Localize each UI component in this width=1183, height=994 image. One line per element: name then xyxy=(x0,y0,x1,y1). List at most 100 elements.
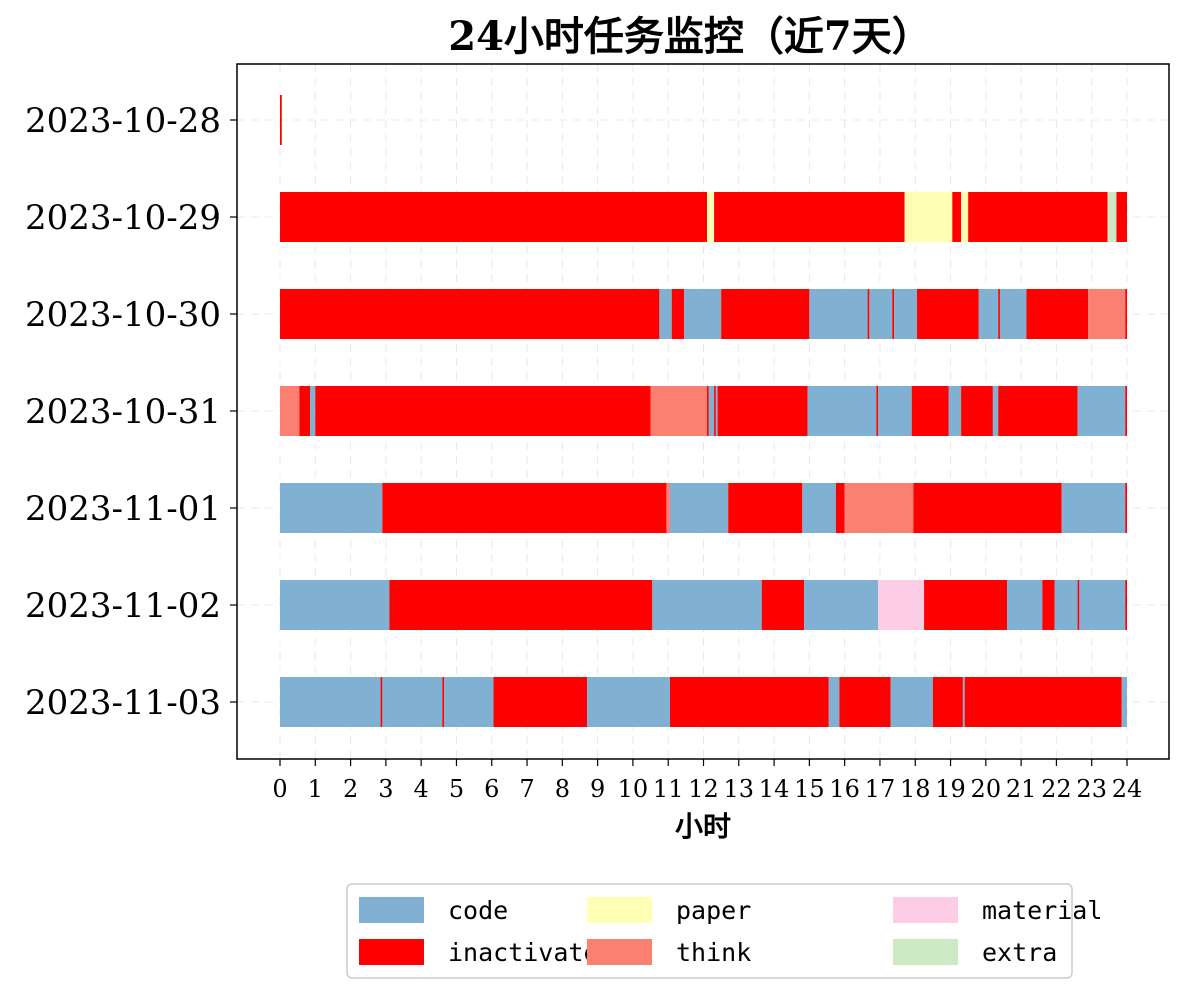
bar-segment-think xyxy=(650,386,708,436)
bar-segment-code xyxy=(802,483,836,533)
y-tick-label: 2023-10-29 xyxy=(25,198,221,238)
bar-segment-code xyxy=(992,386,999,436)
x-tick-label: 16 xyxy=(829,775,860,803)
legend-label-extra: extra xyxy=(982,938,1057,967)
bar-segment-inactivate xyxy=(932,677,963,727)
bar-segment-inactivate xyxy=(1026,289,1089,339)
x-axis-label: 小时 xyxy=(675,810,731,843)
bar-segment-inactivate xyxy=(892,289,895,339)
bar-segment-code xyxy=(878,386,912,436)
bar-segment-inactivate xyxy=(714,192,905,242)
bar-segment-code xyxy=(809,289,868,339)
x-tick-label: 5 xyxy=(449,775,464,803)
bar-segment-code xyxy=(280,483,383,533)
bar-segment-inactivate xyxy=(1125,483,1127,533)
legend-frame xyxy=(346,883,1073,979)
bar-segment-inactivate xyxy=(714,386,716,436)
bar-segment-code xyxy=(1054,580,1078,630)
bar-segment-inactivate xyxy=(1116,192,1127,242)
bar-segment-inactivate xyxy=(968,192,1108,242)
bar-segment-inactivate xyxy=(728,483,803,533)
y-tick-label: 2023-11-02 xyxy=(25,586,221,626)
bar-segment-think xyxy=(844,483,914,533)
bar-segment-code xyxy=(708,386,715,436)
legend-swatch-extra xyxy=(893,939,958,965)
x-tick-label: 24 xyxy=(1112,775,1143,803)
bar-segment-inactivate xyxy=(280,192,708,242)
y-axis: 2023-10-28 2023-10-29 2023-10-30 2023-10-31… xyxy=(25,101,237,723)
bar-segment-code xyxy=(1079,580,1126,630)
bar-segment-code xyxy=(999,289,1027,339)
bar-segment-code xyxy=(309,386,316,436)
bar-segment-paper xyxy=(961,192,969,242)
bar-segment-code xyxy=(962,677,965,727)
bar-segment-inactivate xyxy=(1042,580,1055,630)
bar-segment-code xyxy=(444,677,494,727)
bar-segment-inactivate xyxy=(493,677,588,727)
x-tick-label: 1 xyxy=(308,775,323,803)
bar-segment-inactivate xyxy=(998,289,1000,339)
bar-segment-code xyxy=(587,677,670,727)
legend-swatch-think xyxy=(587,939,652,965)
bar-segment-inactivate xyxy=(1077,580,1080,630)
legend-label-think: think xyxy=(676,938,751,967)
x-tick-label: 10 xyxy=(618,775,649,803)
bar-segment-code xyxy=(869,289,893,339)
x-tick-label: 4 xyxy=(414,775,429,803)
bar-segment-inactivate xyxy=(761,580,805,630)
y-tick-label: 2023-11-03 xyxy=(25,683,221,723)
bar-segment-code xyxy=(894,289,918,339)
bar-segment-inactivate xyxy=(707,386,709,436)
bar-segment-inactivate xyxy=(671,289,685,339)
x-tick-label: 14 xyxy=(759,775,790,803)
x-tick-label: 3 xyxy=(378,775,393,803)
bar-segment-code xyxy=(890,677,933,727)
bar-segment-think xyxy=(666,483,670,533)
legend-swatch-material xyxy=(893,897,958,923)
bar-segment-inactivate xyxy=(917,289,979,339)
bar-segment-code xyxy=(1121,677,1127,727)
bar-segment-inactivate xyxy=(442,677,445,727)
bar-segment-inactivate xyxy=(721,289,810,339)
bar-segment-inactivate xyxy=(1125,289,1127,339)
bar-segment-inactivate xyxy=(717,386,808,436)
x-tick-label: 22 xyxy=(1041,775,1072,803)
legend-swatch-paper xyxy=(587,897,652,923)
x-tick-label: 20 xyxy=(971,775,1002,803)
bar-segment-inactivate xyxy=(924,580,1008,630)
bar-segment-inactivate xyxy=(315,386,651,436)
y-tick-label: 2023-11-01 xyxy=(25,489,221,529)
x-tick-label: 13 xyxy=(724,775,755,803)
x-tick-label: 8 xyxy=(555,775,570,803)
bar-segment-paper xyxy=(904,192,953,242)
y-tick-label: 2023-10-30 xyxy=(25,295,221,335)
bar-segment-code xyxy=(652,580,762,630)
bar-segment-inactivate xyxy=(280,289,660,339)
legend-swatch-code xyxy=(359,897,424,923)
bar-segment-inactivate xyxy=(952,192,962,242)
bar-segment-inactivate xyxy=(380,677,383,727)
bar-segment-inactivate xyxy=(1125,386,1127,436)
bar-segment-inactivate xyxy=(669,677,829,727)
x-tick-label: 9 xyxy=(590,775,605,803)
bar-segment-code xyxy=(669,483,729,533)
legend-label-material: material xyxy=(982,896,1102,925)
x-tick-label: 15 xyxy=(794,775,825,803)
y-tick-label: 2023-10-28 xyxy=(25,101,221,141)
x-tick-label: 21 xyxy=(1006,775,1037,803)
x-tick-label: 2 xyxy=(343,775,358,803)
x-tick-label: 6 xyxy=(484,775,499,803)
bar-segment-code xyxy=(1007,580,1043,630)
legend: code inactivate paper think material extra xyxy=(346,883,1102,979)
bar-segment-code xyxy=(659,289,672,339)
legend-label-code: code xyxy=(448,896,508,925)
bar-segment-code xyxy=(1077,386,1126,436)
legend-label-paper: paper xyxy=(676,896,751,925)
bar-segment-think xyxy=(280,386,300,436)
bar-segment-inactivate xyxy=(389,580,653,630)
bar-segment-code xyxy=(280,677,381,727)
legend-swatch-inactivate xyxy=(359,939,424,965)
bar-segment-inactivate xyxy=(835,483,845,533)
bars-layer xyxy=(280,95,1127,727)
